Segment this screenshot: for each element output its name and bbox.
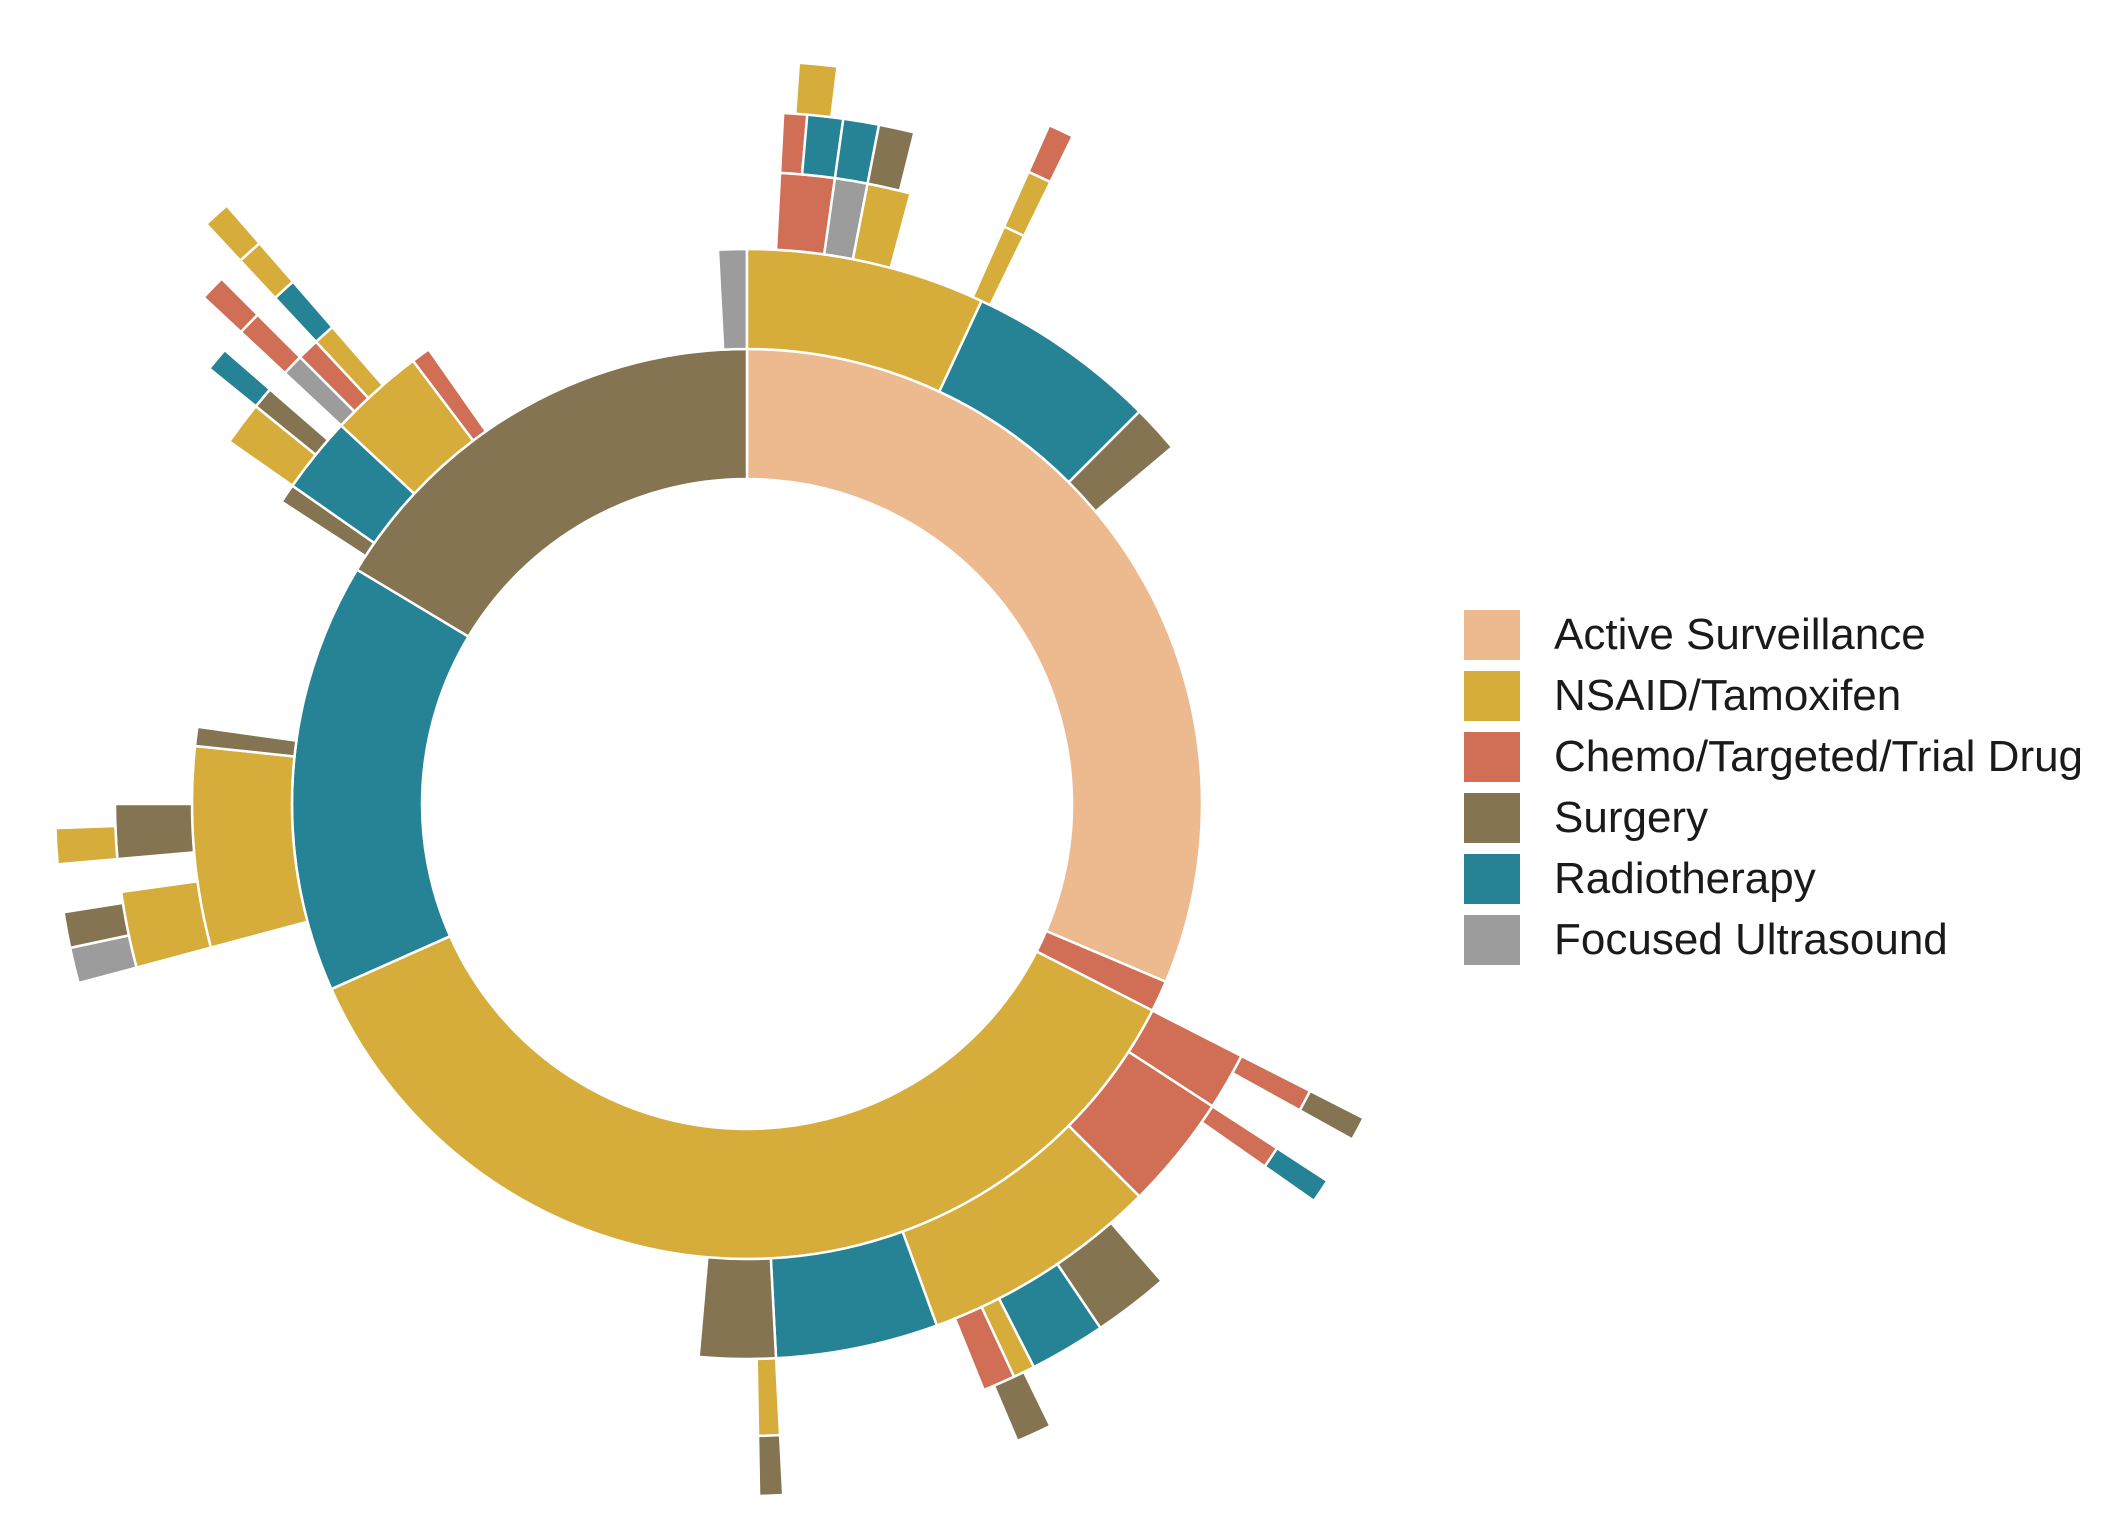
ring4-segment-8: Surgery: [756, 1433, 785, 1498]
legend-label: Radiotherapy: [1554, 853, 1816, 903]
ring3-segment-11: NSAID/Tamoxifen: [119, 879, 213, 970]
ring2-segment-8: Surgery: [697, 1255, 778, 1361]
ring5-segment-3: Chemo/Targeted/Trial Drug: [201, 276, 260, 334]
ring5-segment-1: Chemo/Targeted/Trial Drug: [1026, 123, 1075, 184]
legend-swatch: [1464, 670, 1520, 721]
ring1-segment-3: Radiotherapy: [290, 567, 471, 991]
ring4-segment-4: NSAID/Tamoxifen: [1002, 170, 1053, 238]
legend-swatch: [1464, 609, 1520, 660]
ring3-segment-10: NSAID/Tamoxifen: [755, 1356, 782, 1438]
ring4-segment-5: Surgery: [1298, 1089, 1366, 1142]
legend-item: Surgery: [1464, 787, 2083, 848]
ring3-segment-12: Surgery: [113, 802, 196, 861]
legend-label: Active Surveillance: [1554, 609, 1926, 659]
ring3-segment-4: Chemo/Targeted/Trial Drug: [1230, 1054, 1312, 1113]
legend-label: NSAID/Tamoxifen: [1554, 670, 1902, 720]
legend-item: Focused Ultrasound: [1464, 909, 2083, 970]
ring6-segment-0: NSAID/Tamoxifen: [204, 203, 262, 263]
ring2-segment-0: Focused Ultrasound: [716, 247, 749, 351]
ring5-segment-0: NSAID/Tamoxifen: [793, 61, 839, 119]
legend-swatch: [1464, 914, 1520, 965]
ring2-segment-3: Surgery: [1066, 409, 1174, 514]
legend-swatch: [1464, 853, 1520, 904]
ring2-segment-9: NSAID/Tamoxifen: [190, 744, 310, 950]
legend-item: NSAID/Tamoxifen: [1464, 665, 2083, 726]
ring4-segment-10: Surgery: [62, 901, 131, 950]
ring2-segment-14: Chemo/Targeted/Trial Drug: [411, 347, 488, 443]
ring2-segment-10: Surgery: [193, 725, 298, 758]
legend-item: Chemo/Targeted/Trial Drug: [1464, 726, 2083, 787]
sunburst-rings: Active SurveillanceChemo/Targeted/Trial …: [54, 61, 1366, 1498]
legend-label: Surgery: [1554, 792, 1709, 842]
ring4-segment-7: Surgery: [992, 1370, 1053, 1443]
ring4-segment-3: Surgery: [866, 123, 916, 193]
ring4-segment-6: Radiotherapy: [1262, 1146, 1330, 1203]
legend-item: Radiotherapy: [1464, 848, 2083, 909]
ring3-segment-3: NSAID/Tamoxifen: [971, 224, 1026, 307]
legend-swatch: [1464, 792, 1520, 843]
ring4-segment-14: Radiotherapy: [207, 348, 272, 409]
legend: Active Surveillance NSAID/Tamoxifen Chemo/…: [1464, 604, 2083, 970]
ring4-segment-11: NSAID/Tamoxifen: [54, 824, 119, 866]
legend-label: Focused Ultrasound: [1554, 914, 1948, 964]
legend-swatch: [1464, 731, 1520, 782]
legend-item: Active Surveillance: [1464, 604, 2083, 665]
ring3-segment-5: Chemo/Targeted/Trial Drug: [1199, 1104, 1279, 1169]
legend-label: Chemo/Targeted/Trial Drug: [1554, 731, 2084, 781]
